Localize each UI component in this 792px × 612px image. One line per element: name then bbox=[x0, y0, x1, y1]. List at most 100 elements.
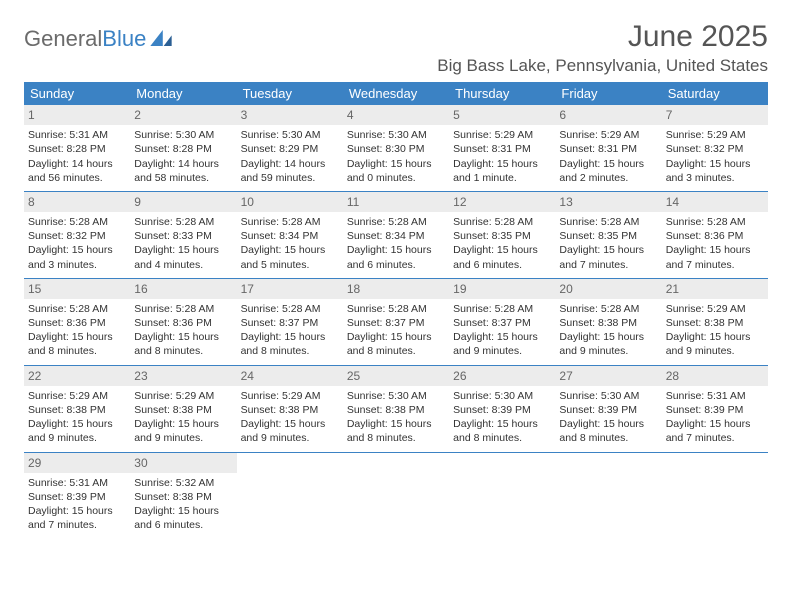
day-cell: 24Sunrise: 5:29 AMSunset: 8:38 PMDayligh… bbox=[237, 366, 343, 452]
day-cell: 13Sunrise: 5:28 AMSunset: 8:35 PMDayligh… bbox=[555, 192, 661, 278]
day-cell: 21Sunrise: 5:29 AMSunset: 8:38 PMDayligh… bbox=[662, 279, 768, 365]
weekday-header: Monday bbox=[130, 82, 236, 105]
sunrise-line: Sunrise: 5:31 AM bbox=[666, 389, 764, 403]
day-cell: 4Sunrise: 5:30 AMSunset: 8:30 PMDaylight… bbox=[343, 105, 449, 191]
daylight-line: Daylight: 15 hours and 7 minutes. bbox=[559, 243, 657, 271]
day-cell: 7Sunrise: 5:29 AMSunset: 8:32 PMDaylight… bbox=[662, 105, 768, 191]
day-cell: 6Sunrise: 5:29 AMSunset: 8:31 PMDaylight… bbox=[555, 105, 661, 191]
sunrise-line: Sunrise: 5:28 AM bbox=[347, 302, 445, 316]
sunset-line: Sunset: 8:33 PM bbox=[134, 229, 232, 243]
sunrise-line: Sunrise: 5:28 AM bbox=[134, 302, 232, 316]
sunset-line: Sunset: 8:39 PM bbox=[453, 403, 551, 417]
sunset-line: Sunset: 8:35 PM bbox=[453, 229, 551, 243]
daylight-line: Daylight: 15 hours and 7 minutes. bbox=[28, 504, 126, 532]
sunset-line: Sunset: 8:32 PM bbox=[666, 142, 764, 156]
sunrise-line: Sunrise: 5:30 AM bbox=[347, 128, 445, 142]
daylight-line: Daylight: 15 hours and 9 minutes. bbox=[666, 330, 764, 358]
header: GeneralBlue June 2025 Big Bass Lake, Pen… bbox=[24, 20, 768, 76]
day-number: 19 bbox=[449, 279, 555, 299]
daylight-line: Daylight: 14 hours and 56 minutes. bbox=[28, 157, 126, 185]
day-cell: 1Sunrise: 5:31 AMSunset: 8:28 PMDaylight… bbox=[24, 105, 130, 191]
location: Big Bass Lake, Pennsylvania, United Stat… bbox=[437, 56, 768, 76]
day-number: 7 bbox=[662, 105, 768, 125]
daylight-line: Daylight: 15 hours and 8 minutes. bbox=[134, 330, 232, 358]
daylight-line: Daylight: 15 hours and 6 minutes. bbox=[134, 504, 232, 532]
sunset-line: Sunset: 8:38 PM bbox=[134, 490, 232, 504]
sunset-line: Sunset: 8:28 PM bbox=[134, 142, 232, 156]
day-cell: 10Sunrise: 5:28 AMSunset: 8:34 PMDayligh… bbox=[237, 192, 343, 278]
day-cell: 29Sunrise: 5:31 AMSunset: 8:39 PMDayligh… bbox=[24, 453, 130, 539]
day-cell: 11Sunrise: 5:28 AMSunset: 8:34 PMDayligh… bbox=[343, 192, 449, 278]
sunset-line: Sunset: 8:29 PM bbox=[241, 142, 339, 156]
week-row: 15Sunrise: 5:28 AMSunset: 8:36 PMDayligh… bbox=[24, 278, 768, 365]
weekday-header: Wednesday bbox=[343, 82, 449, 105]
day-number: 11 bbox=[343, 192, 449, 212]
daylight-line: Daylight: 15 hours and 8 minutes. bbox=[453, 417, 551, 445]
day-number: 15 bbox=[24, 279, 130, 299]
day-number: 16 bbox=[130, 279, 236, 299]
daylight-line: Daylight: 15 hours and 6 minutes. bbox=[347, 243, 445, 271]
day-cell: 19Sunrise: 5:28 AMSunset: 8:37 PMDayligh… bbox=[449, 279, 555, 365]
day-number: 26 bbox=[449, 366, 555, 386]
sunset-line: Sunset: 8:38 PM bbox=[347, 403, 445, 417]
day-cell: 23Sunrise: 5:29 AMSunset: 8:38 PMDayligh… bbox=[130, 366, 236, 452]
day-cell: 9Sunrise: 5:28 AMSunset: 8:33 PMDaylight… bbox=[130, 192, 236, 278]
day-cell: 28Sunrise: 5:31 AMSunset: 8:39 PMDayligh… bbox=[662, 366, 768, 452]
day-number: 17 bbox=[237, 279, 343, 299]
day-cell: 12 Sunrise: 5:28 AMSunset: 8:35 PMDayligh… bbox=[449, 192, 555, 278]
daylight-line: Daylight: 15 hours and 9 minutes. bbox=[241, 417, 339, 445]
daylight-line: Daylight: 15 hours and 8 minutes. bbox=[347, 417, 445, 445]
daylight-line: Daylight: 15 hours and 9 minutes. bbox=[559, 330, 657, 358]
day-cell: 25Sunrise: 5:30 AMSunset: 8:38 PMDayligh… bbox=[343, 366, 449, 452]
logo-text-blue: Blue bbox=[102, 26, 146, 51]
sunrise-line: Sunrise: 5:28 AM bbox=[666, 215, 764, 229]
sunrise-line: Sunrise: 5:28 AM bbox=[453, 215, 551, 229]
day-number: 14 bbox=[662, 192, 768, 212]
sunset-line: Sunset: 8:35 PM bbox=[559, 229, 657, 243]
sunrise-line: Sunrise: 5:29 AM bbox=[28, 389, 126, 403]
day-cell bbox=[555, 453, 661, 539]
sunrise-line: Sunrise: 5:30 AM bbox=[559, 389, 657, 403]
sunset-line: Sunset: 8:39 PM bbox=[559, 403, 657, 417]
sunset-line: Sunset: 8:38 PM bbox=[241, 403, 339, 417]
daylight-line: Daylight: 14 hours and 58 minutes. bbox=[134, 157, 232, 185]
sunrise-line: Sunrise: 5:28 AM bbox=[559, 302, 657, 316]
daylight-line: Daylight: 15 hours and 9 minutes. bbox=[134, 417, 232, 445]
day-number: 2 bbox=[130, 105, 236, 125]
sunrise-line: Sunrise: 5:30 AM bbox=[134, 128, 232, 142]
daylight-line: Daylight: 15 hours and 6 minutes. bbox=[453, 243, 551, 271]
sunrise-line: Sunrise: 5:31 AM bbox=[28, 128, 126, 142]
daylight-line: Daylight: 15 hours and 5 minutes. bbox=[241, 243, 339, 271]
day-number: 28 bbox=[662, 366, 768, 386]
day-number: 25 bbox=[343, 366, 449, 386]
sunrise-line: Sunrise: 5:28 AM bbox=[241, 215, 339, 229]
sunrise-line: Sunrise: 5:29 AM bbox=[666, 302, 764, 316]
title-block: June 2025 Big Bass Lake, Pennsylvania, U… bbox=[437, 20, 768, 76]
page: GeneralBlue June 2025 Big Bass Lake, Pen… bbox=[0, 0, 792, 558]
day-number: 20 bbox=[555, 279, 661, 299]
day-number: 23 bbox=[130, 366, 236, 386]
sunrise-line: Sunrise: 5:31 AM bbox=[28, 476, 126, 490]
sunrise-line: Sunrise: 5:30 AM bbox=[241, 128, 339, 142]
day-cell: 20 Sunrise: 5:28 AMSunset: 8:38 PMDayligh… bbox=[555, 279, 661, 365]
day-cell: 17Sunrise: 5:28 AMSunset: 8:37 PMDayligh… bbox=[237, 279, 343, 365]
sunset-line: Sunset: 8:36 PM bbox=[134, 316, 232, 330]
daylight-line: Daylight: 15 hours and 8 minutes. bbox=[347, 330, 445, 358]
day-number: 3 bbox=[237, 105, 343, 125]
day-number: 30 bbox=[130, 453, 236, 473]
day-cell: 2 Sunrise: 5:30 AMSunset: 8:28 PMDaylight… bbox=[130, 105, 236, 191]
daylight-line: Daylight: 15 hours and 3 minutes. bbox=[28, 243, 126, 271]
day-number: 12 bbox=[449, 192, 555, 212]
sunset-line: Sunset: 8:31 PM bbox=[559, 142, 657, 156]
week-row: 8Sunrise: 5:28 AMSunset: 8:32 PMDaylight… bbox=[24, 191, 768, 278]
logo: GeneralBlue bbox=[24, 20, 172, 52]
sunset-line: Sunset: 8:37 PM bbox=[241, 316, 339, 330]
daylight-line: Daylight: 15 hours and 7 minutes. bbox=[666, 417, 764, 445]
daylight-line: Daylight: 15 hours and 4 minutes. bbox=[134, 243, 232, 271]
sunset-line: Sunset: 8:28 PM bbox=[28, 142, 126, 156]
day-cell: 16 Sunrise: 5:28 AMSunset: 8:36 PMDayligh… bbox=[130, 279, 236, 365]
weekday-header: Tuesday bbox=[237, 82, 343, 105]
sunset-line: Sunset: 8:38 PM bbox=[559, 316, 657, 330]
weekday-header: Thursday bbox=[449, 82, 555, 105]
daylight-line: Daylight: 15 hours and 9 minutes. bbox=[453, 330, 551, 358]
